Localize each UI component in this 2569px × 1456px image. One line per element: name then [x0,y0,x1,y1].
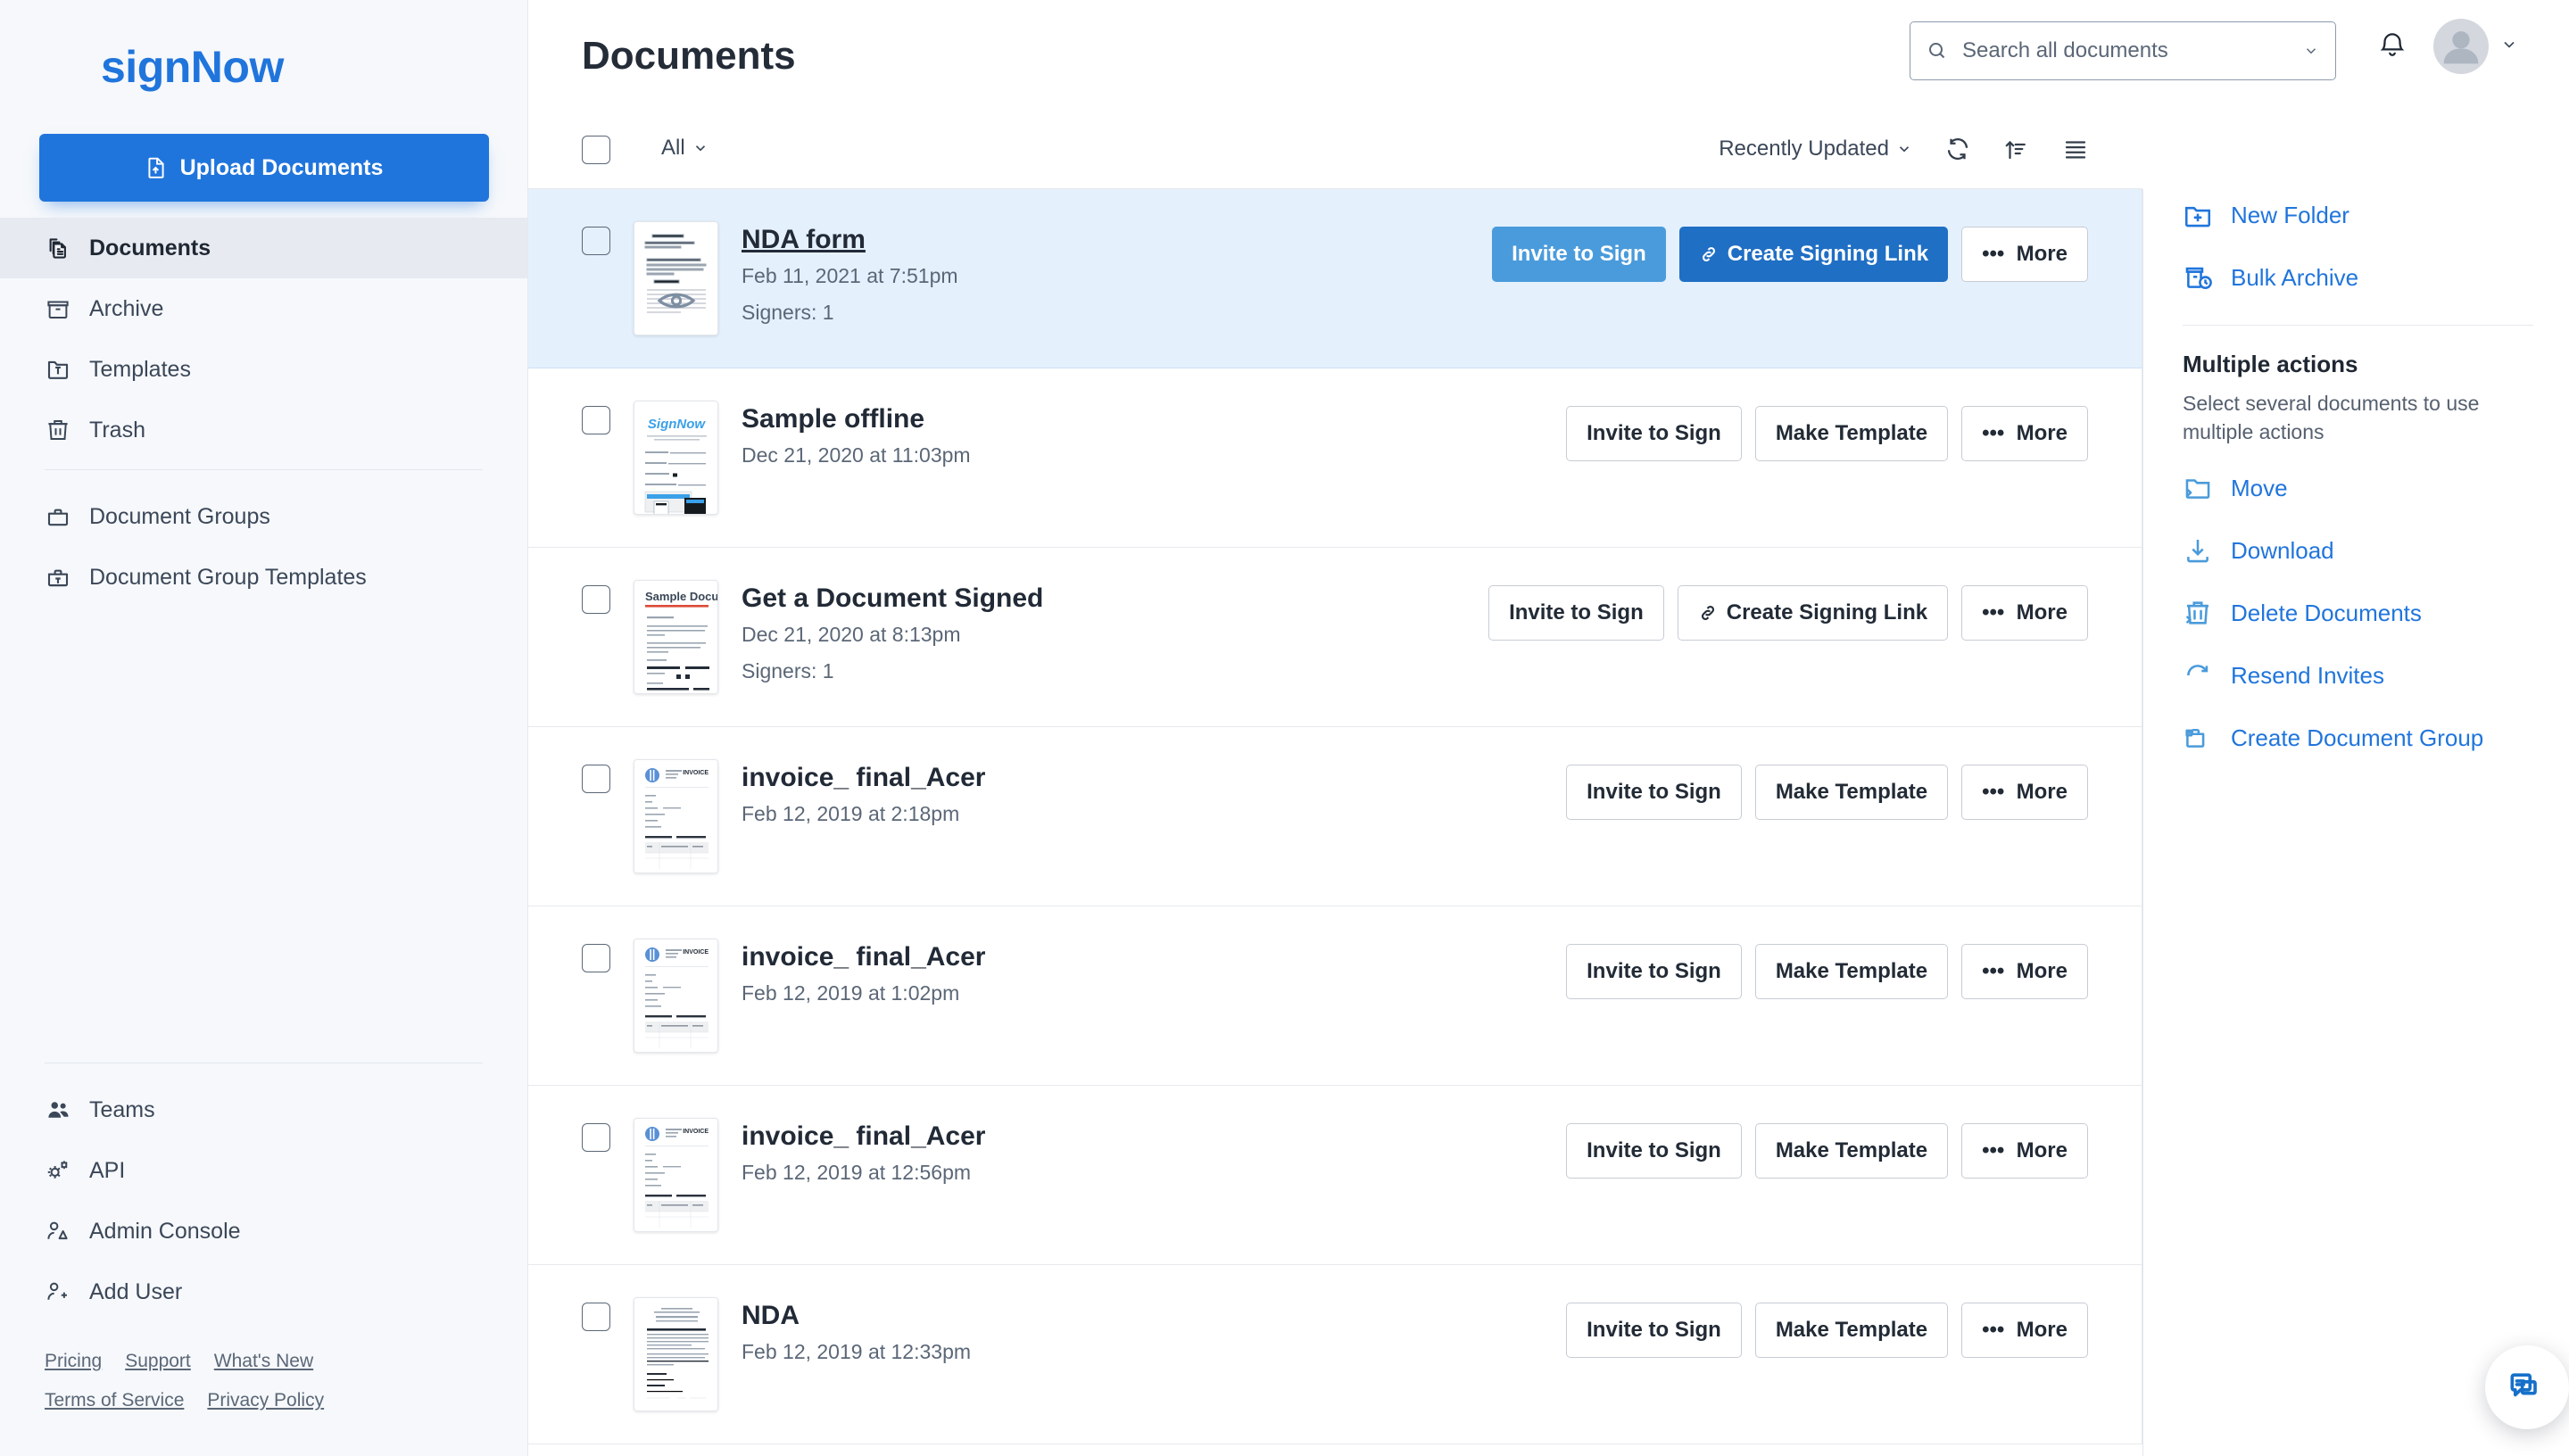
svg-text:Sample Document: Sample Document [645,590,718,603]
svg-text:INVOICE: INVOICE [683,949,709,956]
svg-text:INVOICE: INVOICE [683,770,709,776]
svg-text:SignNow: SignNow [648,417,706,432]
svg-text:INVOICE: INVOICE [683,1129,709,1135]
